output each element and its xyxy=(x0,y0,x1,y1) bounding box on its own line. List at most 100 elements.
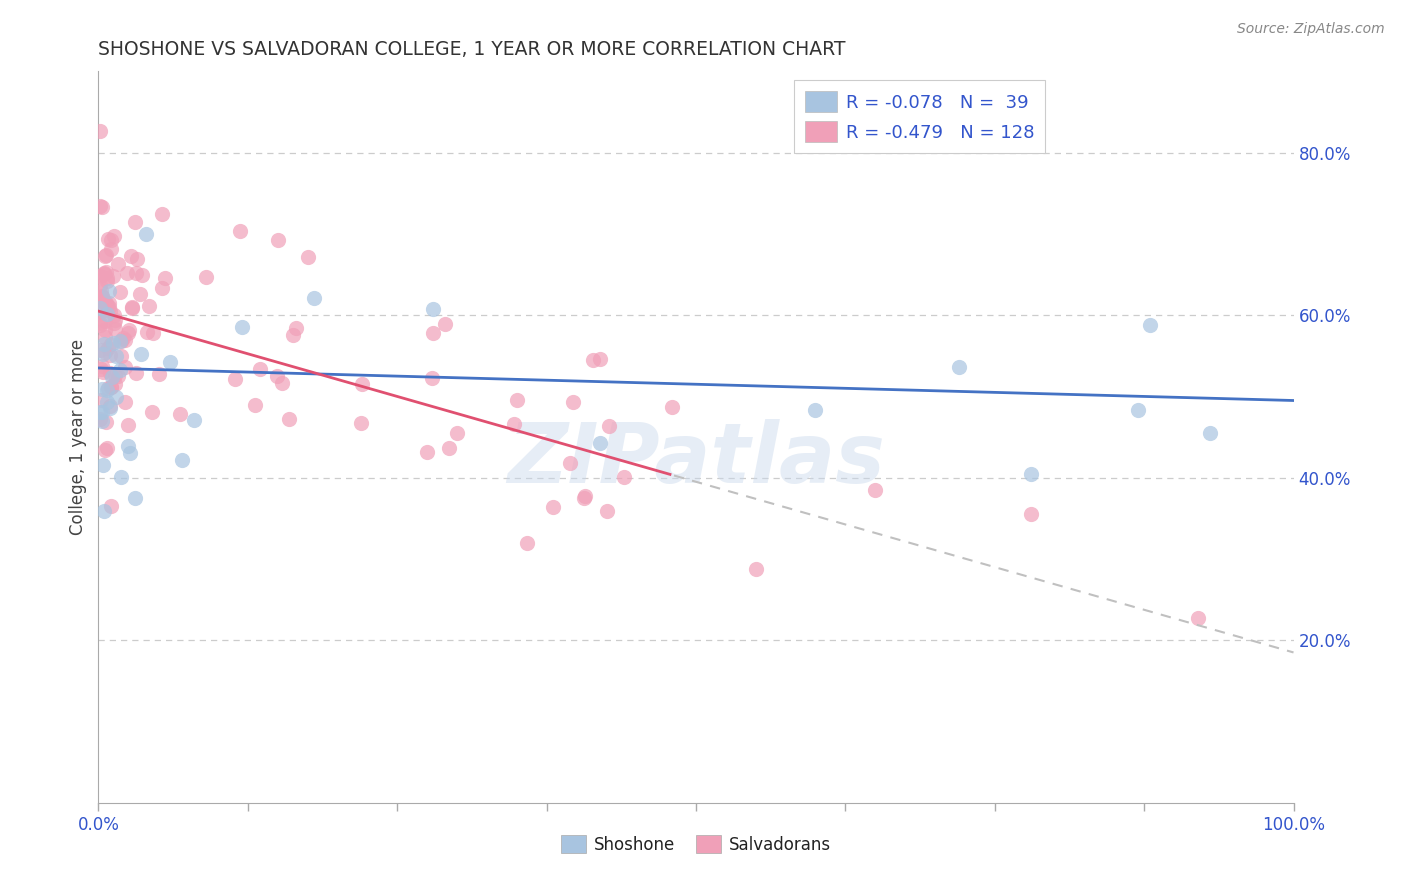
Point xyxy=(1139,318,1161,333)
Point xyxy=(104,376,127,391)
Point xyxy=(98,300,121,314)
Point xyxy=(129,347,152,361)
Point xyxy=(124,214,146,228)
Point xyxy=(94,345,117,359)
Point xyxy=(420,370,443,384)
Point xyxy=(94,296,117,310)
Point xyxy=(105,349,128,363)
Point xyxy=(110,334,132,348)
Point xyxy=(152,281,174,295)
Point xyxy=(96,298,118,312)
Point xyxy=(96,395,118,409)
Point xyxy=(89,124,111,138)
Point xyxy=(96,271,118,285)
Point xyxy=(96,441,118,455)
Point xyxy=(91,383,114,397)
Point xyxy=(561,395,583,409)
Point xyxy=(96,383,118,397)
Point xyxy=(503,417,526,432)
Point xyxy=(661,400,683,414)
Point xyxy=(89,301,111,315)
Point xyxy=(91,414,114,428)
Point xyxy=(90,392,112,407)
Text: Source: ZipAtlas.com: Source: ZipAtlas.com xyxy=(1237,22,1385,37)
Point xyxy=(153,271,176,285)
Point xyxy=(117,439,139,453)
Point xyxy=(148,368,170,382)
Point xyxy=(224,372,246,386)
Point xyxy=(110,362,132,376)
Point xyxy=(98,399,121,413)
Point xyxy=(183,413,205,427)
Point xyxy=(90,292,112,306)
Point xyxy=(150,207,173,221)
Point xyxy=(434,318,457,332)
Point xyxy=(89,343,111,358)
Point xyxy=(110,349,132,363)
Point xyxy=(96,274,118,288)
Point xyxy=(114,333,136,347)
Point xyxy=(91,359,114,373)
Point xyxy=(91,347,114,361)
Point xyxy=(94,323,117,337)
Point xyxy=(277,411,299,425)
Point xyxy=(89,268,111,283)
Point xyxy=(94,248,117,262)
Point xyxy=(249,361,271,376)
Point xyxy=(135,325,157,339)
Point xyxy=(281,328,304,343)
Point xyxy=(127,252,149,266)
Point xyxy=(271,376,294,390)
Point xyxy=(589,436,612,450)
Point xyxy=(138,299,160,313)
Point xyxy=(98,366,121,380)
Point xyxy=(141,326,163,341)
Text: ZIPatlas: ZIPatlas xyxy=(508,418,884,500)
Point xyxy=(90,362,112,376)
Point xyxy=(169,407,191,421)
Point xyxy=(93,337,115,351)
Point xyxy=(90,284,112,298)
Point xyxy=(97,341,120,355)
Point xyxy=(135,227,157,241)
Point xyxy=(114,395,136,409)
Point xyxy=(103,228,125,243)
Point xyxy=(98,348,121,362)
Point xyxy=(231,320,253,334)
Point xyxy=(89,293,111,307)
Point xyxy=(117,323,139,337)
Point xyxy=(91,365,114,379)
Point xyxy=(93,267,115,281)
Point xyxy=(120,249,142,263)
Point xyxy=(97,232,120,246)
Point xyxy=(89,199,111,213)
Point xyxy=(94,314,117,328)
Point xyxy=(103,316,125,330)
Point xyxy=(100,242,122,256)
Point xyxy=(98,304,121,318)
Point xyxy=(94,265,117,279)
Point xyxy=(94,247,117,261)
Point xyxy=(1019,507,1042,521)
Point xyxy=(89,318,111,333)
Point xyxy=(422,301,444,316)
Point xyxy=(104,322,127,336)
Point xyxy=(107,256,129,270)
Point xyxy=(352,377,374,392)
Point xyxy=(159,355,181,369)
Point xyxy=(948,360,970,375)
Point xyxy=(596,504,619,518)
Point xyxy=(243,398,266,412)
Point xyxy=(350,416,373,430)
Point xyxy=(1187,611,1209,625)
Point xyxy=(613,469,636,483)
Point xyxy=(117,417,139,432)
Point xyxy=(195,269,218,284)
Point xyxy=(93,266,115,280)
Point xyxy=(598,419,620,434)
Point xyxy=(89,412,111,426)
Point xyxy=(415,445,437,459)
Point xyxy=(121,300,143,314)
Point xyxy=(101,336,124,351)
Point xyxy=(1128,402,1150,417)
